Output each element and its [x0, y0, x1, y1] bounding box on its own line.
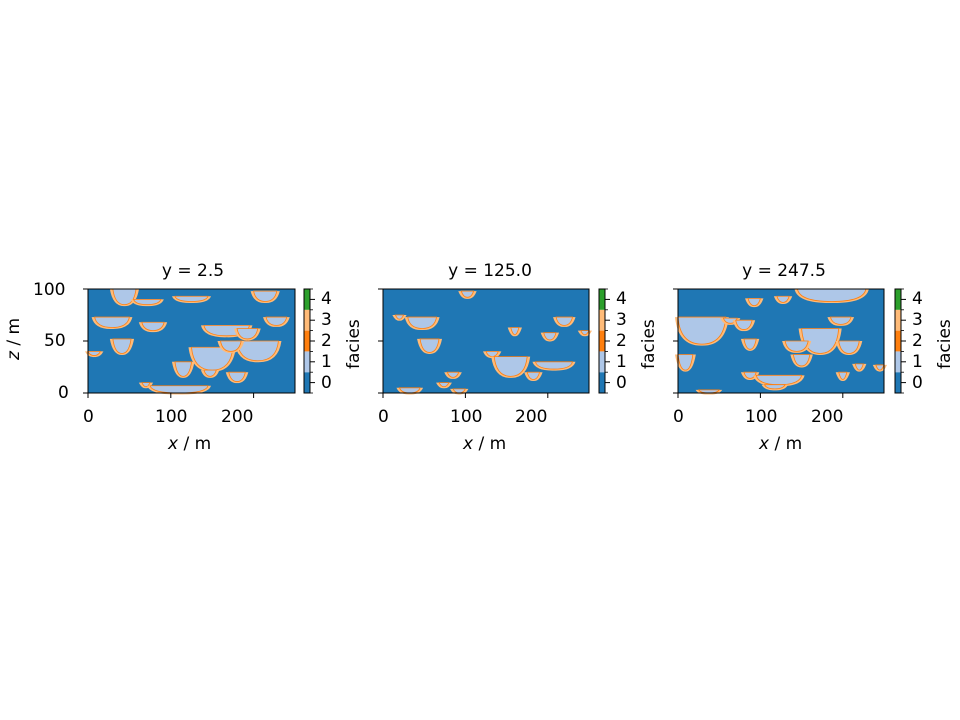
colorbar-tick: 4	[912, 289, 923, 309]
colorbar-tick: 2	[616, 331, 627, 351]
y-axis-label: z / m	[4, 317, 24, 360]
colorbar-label: facies	[935, 319, 955, 369]
colorbar-tick: 3	[912, 310, 923, 330]
colorbar	[303, 288, 315, 394]
x-tick: 200	[515, 407, 548, 427]
panel-title: y = 125.0	[448, 261, 532, 281]
x-tick: 0	[83, 407, 94, 427]
colorbar	[598, 288, 610, 394]
facies-section-plot	[83, 288, 296, 398]
x-tick: 0	[378, 407, 389, 427]
panel-title: y = 2.5	[161, 261, 225, 281]
colorbar-tick: 1	[321, 352, 332, 372]
x-tick: 100	[450, 407, 483, 427]
x-axis-label: x / m	[463, 434, 507, 454]
facies-section-plot	[378, 288, 592, 398]
colorbar-tick: 2	[321, 331, 332, 351]
x-tick: 200	[221, 407, 254, 427]
colorbar-tick: 4	[616, 289, 627, 309]
colorbar-tick: 2	[912, 331, 923, 351]
colorbar-tick: 3	[321, 310, 332, 330]
y-tick: 100	[33, 280, 66, 300]
colorbar-tick: 0	[616, 373, 627, 393]
x-axis-label: x / m	[168, 434, 212, 454]
x-tick: 200	[811, 407, 844, 427]
x-tick: 100	[155, 407, 188, 427]
x-axis-label: x / m	[759, 434, 803, 454]
colorbar-tick: 3	[616, 310, 627, 330]
panel-title: y = 247.5	[742, 261, 826, 281]
facies-section-plot	[673, 288, 887, 398]
colorbar-tick: 1	[616, 352, 627, 372]
x-tick: 0	[673, 407, 684, 427]
colorbar-tick: 1	[912, 352, 923, 372]
colorbar-tick: 0	[912, 373, 923, 393]
y-tick: 50	[44, 331, 66, 351]
colorbar-tick: 4	[321, 289, 332, 309]
colorbar-label: facies	[344, 319, 364, 369]
colorbar-tick: 0	[321, 373, 332, 393]
x-tick: 100	[745, 407, 778, 427]
colorbar-label: facies	[639, 319, 659, 369]
y-tick: 0	[58, 383, 69, 403]
colorbar	[894, 288, 906, 394]
